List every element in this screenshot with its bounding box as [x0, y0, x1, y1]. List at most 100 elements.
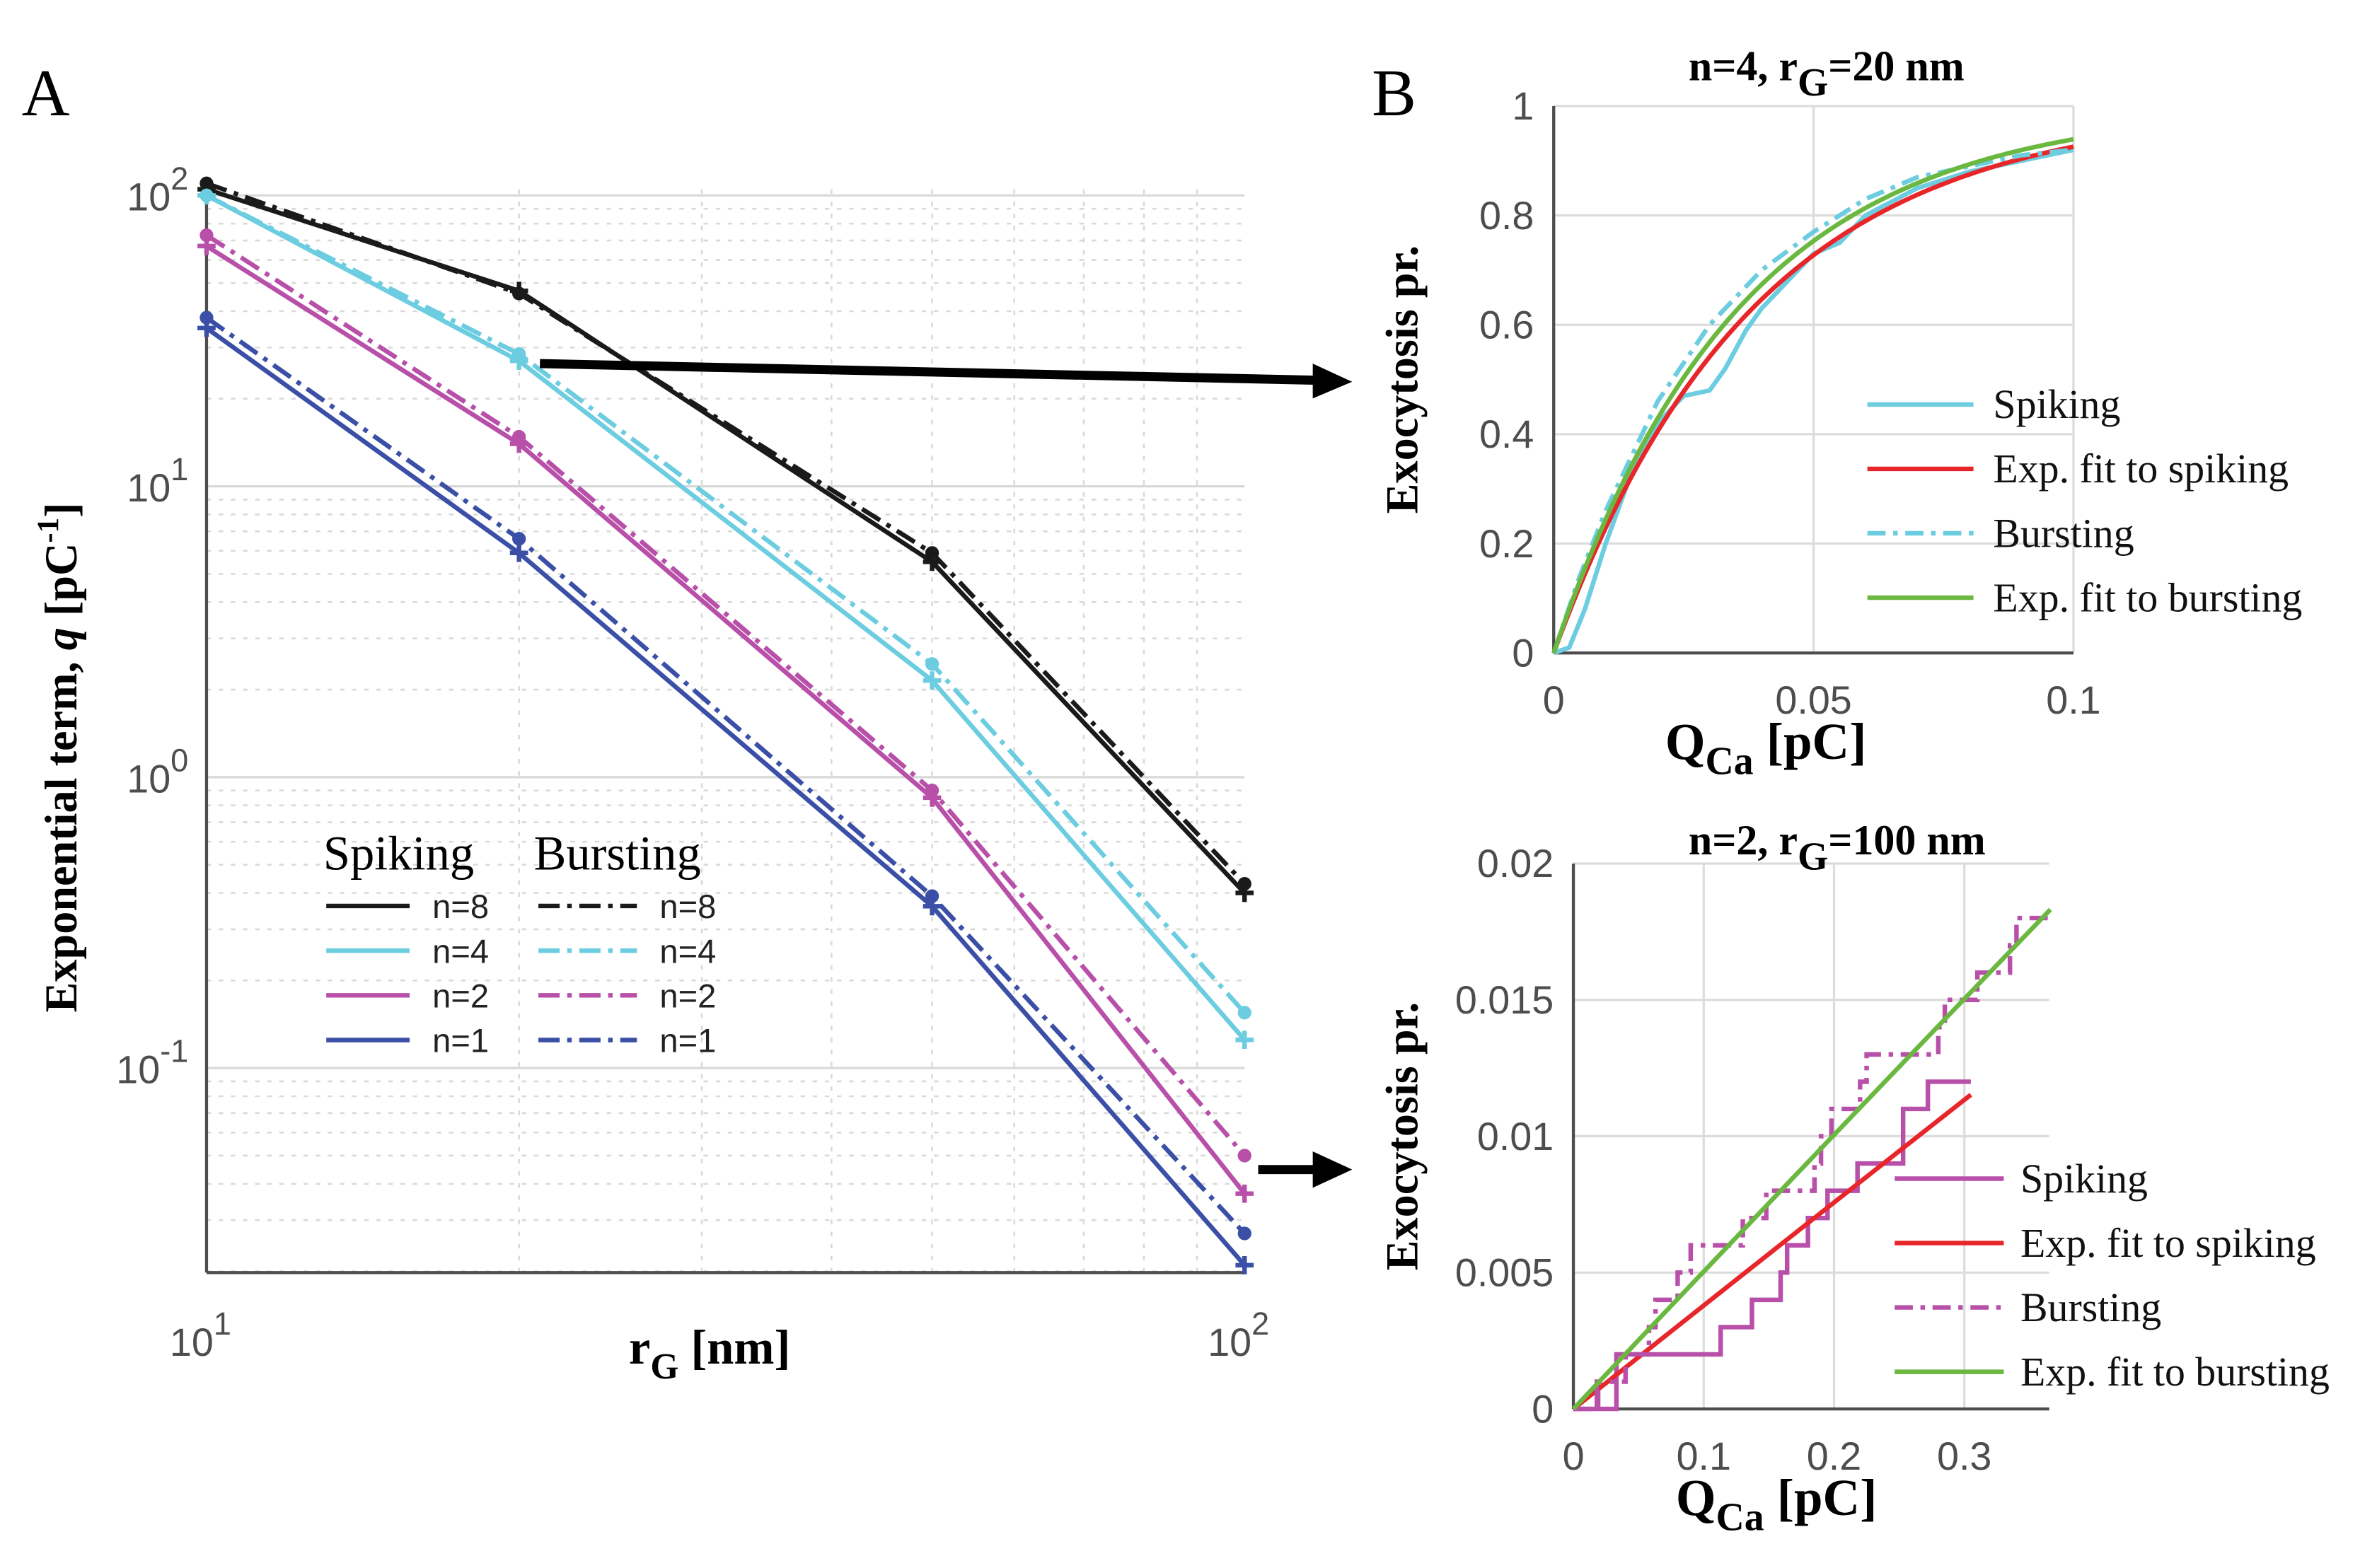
- y-tick-label: 100: [127, 742, 188, 801]
- series-line: [1551, 144, 2074, 654]
- text-part: q: [36, 627, 86, 650]
- text-part: G: [1798, 61, 1828, 105]
- y-tick-label: 1: [1512, 84, 1534, 128]
- legend-label: Exp. fit to spiking: [2020, 1220, 2316, 1266]
- text-part: Exponential term,: [36, 650, 86, 1012]
- text-part: [pC: [36, 543, 86, 628]
- legend-label: Spiking: [2020, 1156, 2148, 1202]
- y-tick-label: 10-1: [116, 1033, 188, 1092]
- series-line-spiking-n=4: [205, 193, 1247, 1042]
- data-point-plus: [923, 671, 942, 690]
- data-point-dot: [199, 188, 214, 202]
- y-tick-label: 0.2: [1479, 522, 1534, 566]
- data-point-dot: [199, 310, 214, 325]
- tick-exponent: -1: [160, 1033, 188, 1069]
- x-tick-label: 0: [1543, 678, 1565, 722]
- data-point-dot: [199, 228, 214, 243]
- chart-title: n=2, rG=100 nm: [1689, 817, 1986, 878]
- y-tick-label: 0: [1512, 631, 1534, 675]
- data-point-dot: [925, 657, 939, 671]
- series-line-bursting-n=4: [205, 193, 1247, 1014]
- text-part: n=4, r: [1689, 43, 1798, 90]
- panel-b-bottom-chart: 0 0.005 0.01 0.015 0.02 0 0.1 0.2 0.3 n=2, rG=100…: [1377, 817, 2329, 1539]
- series-line: [1571, 907, 2052, 1411]
- y-tick-label: 101: [127, 451, 188, 510]
- legend-label: Exp. fit to bursting: [2020, 1349, 2330, 1395]
- y-axis-label: Exponential term, q [pC-1]: [32, 503, 86, 1013]
- series-line: [1573, 1079, 1971, 1412]
- x-tick-label: 0.1: [2046, 678, 2100, 722]
- data-point-dot: [1237, 1149, 1251, 1163]
- series-line-spiking-n=8: [205, 187, 1247, 895]
- y-tick-label: 0: [1532, 1387, 1554, 1431]
- y-axis-label: Exocytosis pr.: [1377, 1002, 1427, 1271]
- series-line: [1572, 1093, 1972, 1411]
- data-point-dot: [925, 784, 939, 798]
- legend-label: n=1: [659, 1022, 716, 1059]
- x-tick-label: 0.05: [1775, 678, 1851, 722]
- x-tick-label: 0.3: [1937, 1434, 1991, 1478]
- legend-label: n=2: [432, 977, 489, 1014]
- legend-title-spiking: Spiking: [323, 827, 474, 881]
- legend-label: n=4: [659, 932, 716, 970]
- series-line-bursting-n=8: [205, 181, 1247, 885]
- y-axis-label: Exocytosis pr.: [1377, 245, 1427, 514]
- text-part: G: [1798, 835, 1828, 879]
- legend-label: n=4: [432, 932, 489, 970]
- text-part: =20 nm: [1828, 43, 1964, 90]
- x-tick-label: 0.1: [1677, 1434, 1731, 1478]
- legend-label: Bursting: [1993, 510, 2134, 556]
- text-part: Q: [1665, 713, 1706, 770]
- series-line: [1551, 137, 2074, 654]
- tick-base: 10: [116, 1048, 160, 1092]
- legend-label: n=8: [659, 888, 716, 925]
- arrow-head-icon: [1312, 364, 1353, 399]
- legend-title-bursting: Bursting: [534, 827, 701, 881]
- legend-label: Spiking: [1993, 381, 2120, 427]
- series-line-spiking-n=1: [205, 326, 1247, 1267]
- text-part: r: [629, 1320, 650, 1374]
- data-point-dot: [925, 546, 939, 560]
- series-line: [1551, 147, 2074, 654]
- x-tick-label: 102: [1208, 1306, 1269, 1364]
- tick-base: 10: [127, 757, 170, 801]
- legend-label: Bursting: [2020, 1284, 2161, 1330]
- legend-label: Exp. fit to spiking: [1993, 446, 2289, 492]
- tick-exponent: 1: [214, 1306, 231, 1342]
- x-axis-label: QCa [pC]: [1665, 713, 1866, 783]
- panel-b-top-chart: 0 0.2 0.4 0.6 0.8 1 0 0.05 0.1 n=4, rG=20 nm QCa […: [1377, 43, 2302, 784]
- arrows: [540, 359, 1353, 1188]
- series-line-bursting-n=2: [205, 233, 1247, 1158]
- panel-label-b: B: [1372, 57, 1416, 130]
- data-point-dot: [1237, 1006, 1251, 1020]
- data-point-dot: [512, 286, 526, 301]
- chart-title: n=4, rG=20 nm: [1689, 43, 1965, 105]
- text-part: [pC]: [1764, 1469, 1878, 1526]
- series-line: [1553, 147, 2074, 656]
- data-point-dot: [512, 429, 526, 444]
- text-part: -1: [32, 518, 65, 543]
- series-line-bursting-n=1: [205, 315, 1247, 1236]
- legend-label: n=8: [432, 888, 489, 925]
- data-point-plus: [1235, 1030, 1254, 1050]
- arrow-head-icon: [1312, 1151, 1353, 1188]
- legend-label: n=1: [432, 1022, 489, 1059]
- y-tick-label: 0.8: [1479, 194, 1534, 238]
- text-part: G: [650, 1347, 678, 1387]
- data-point-dot: [512, 347, 526, 361]
- y-tick-label: 0.01: [1477, 1115, 1554, 1158]
- x-tick-label: 0.2: [1807, 1434, 1861, 1478]
- tick-base: 10: [1208, 1320, 1251, 1364]
- x-axis-label: QCa [pC]: [1676, 1469, 1877, 1539]
- x-axis-label: rG [nm]: [629, 1320, 790, 1387]
- tick-exponent: 2: [170, 161, 188, 197]
- text-part: Q: [1676, 1469, 1716, 1526]
- legend-label: n=2: [659, 977, 716, 1014]
- text-part: Ca: [1706, 740, 1754, 784]
- arrow-to-top-panel: [540, 359, 1319, 385]
- data-point-dot: [1237, 1226, 1251, 1241]
- y-tick-label: 0.4: [1479, 412, 1534, 456]
- series-line-spiking-n=2: [205, 244, 1247, 1195]
- text-part: [nm]: [678, 1320, 790, 1374]
